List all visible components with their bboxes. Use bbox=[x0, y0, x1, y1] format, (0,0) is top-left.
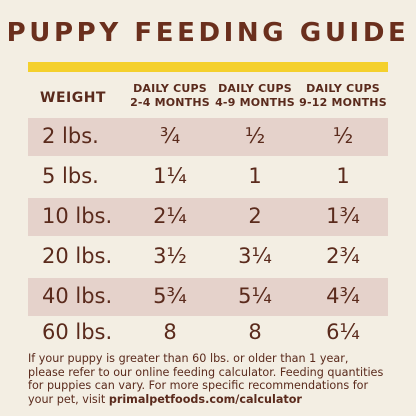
cups-9-12-cell: ½ bbox=[332, 124, 354, 148]
weight-cell: 2 lbs. bbox=[42, 124, 99, 148]
table-header: WEIGHT DAILY CUPS 2-4 MONTHS DAILY CUPS … bbox=[28, 82, 388, 114]
table-row: 5 lbs. 1¼ 1 1 bbox=[28, 158, 388, 196]
cups-9-12-cell: 2¾ bbox=[326, 244, 360, 268]
cups-4-9-cell: ½ bbox=[244, 124, 266, 148]
weight-cell: 60 lbs. bbox=[42, 320, 113, 344]
header-label: DAILY CUPS bbox=[306, 82, 380, 95]
cups-4-9-cell: 8 bbox=[248, 320, 262, 344]
accent-bar bbox=[28, 62, 388, 72]
cups-2-4-cell: 1¼ bbox=[153, 164, 187, 188]
weight-cell: 40 lbs. bbox=[42, 284, 113, 308]
cups-2-4-cell: ¾ bbox=[159, 124, 181, 148]
cups-2-4-cell: 5¾ bbox=[153, 284, 187, 308]
page-title: PUPPY FEEDING GUIDE bbox=[6, 18, 410, 48]
header-label: 2-4 MONTHS bbox=[130, 96, 210, 109]
footer-text: If your puppy is greater than 60 lbs. or… bbox=[28, 352, 384, 406]
weight-cell: 20 lbs. bbox=[42, 244, 113, 268]
cups-4-9-cell: 3¼ bbox=[238, 244, 272, 268]
cups-2-4-cell: 8 bbox=[163, 320, 177, 344]
table-row: 40 lbs. 5¾ 5¼ 4¾ bbox=[28, 278, 388, 316]
cups-2-4-cell: 2¼ bbox=[153, 204, 187, 228]
table-row: 2 lbs. ¾ ½ ½ bbox=[28, 118, 388, 156]
cups-9-12-cell: 1 bbox=[336, 164, 350, 188]
table-row: 10 lbs. 2¼ 2 1¾ bbox=[28, 198, 388, 236]
table-row: 60 lbs. 8 8 6¼ bbox=[28, 314, 388, 352]
cups-9-12-cell: 6¼ bbox=[326, 320, 360, 344]
header-2-4-months: DAILY CUPS 2-4 MONTHS bbox=[128, 82, 212, 110]
weight-cell: 5 lbs. bbox=[42, 164, 99, 188]
cups-4-9-cell: 1 bbox=[248, 164, 262, 188]
header-weight: WEIGHT bbox=[40, 90, 106, 106]
cups-4-9-cell: 2 bbox=[248, 204, 262, 228]
weight-cell: 10 lbs. bbox=[42, 204, 113, 228]
table-row: 20 lbs. 3½ 3¼ 2¾ bbox=[28, 238, 388, 276]
cups-9-12-cell: 1¾ bbox=[326, 204, 360, 228]
cups-9-12-cell: 4¾ bbox=[326, 284, 360, 308]
header-9-12-months: DAILY CUPS 9-12 MONTHS bbox=[298, 82, 388, 110]
footer-note: If your puppy is greater than 60 lbs. or… bbox=[28, 352, 388, 406]
calculator-link[interactable]: primalpetfoods.com/calculator bbox=[108, 392, 302, 406]
cups-2-4-cell: 3½ bbox=[153, 244, 187, 268]
header-label: 9-12 MONTHS bbox=[299, 96, 387, 109]
cups-4-9-cell: 5¼ bbox=[238, 284, 272, 308]
header-4-9-months: DAILY CUPS 4-9 MONTHS bbox=[212, 82, 298, 110]
header-label: DAILY CUPS bbox=[218, 82, 292, 95]
header-label: DAILY CUPS bbox=[133, 82, 207, 95]
header-label: 4-9 MONTHS bbox=[215, 96, 295, 109]
